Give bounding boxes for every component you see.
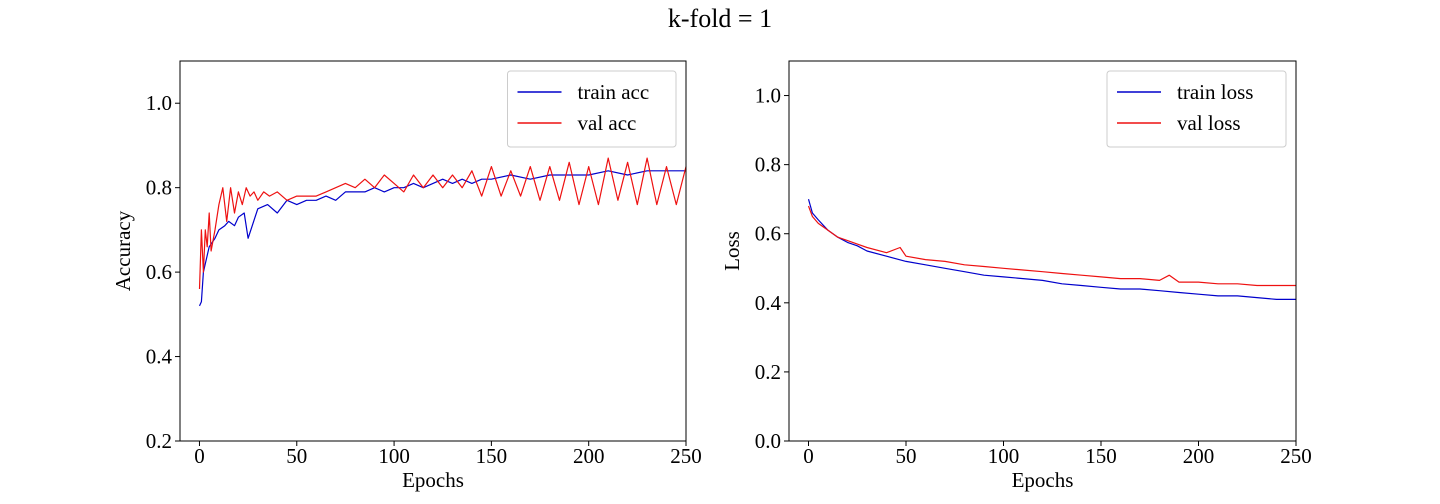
axes-frame <box>788 60 1297 442</box>
y-tick-label: 0.6 <box>755 222 781 246</box>
series-line-1 <box>198 157 687 290</box>
series-line-1 <box>807 205 1296 287</box>
y-tick-label: 0.2 <box>146 429 172 453</box>
series-line-0 <box>807 199 1296 300</box>
x-tick-label: 100 <box>988 444 1020 468</box>
legend-label: val acc <box>578 111 637 135</box>
axes-frame <box>179 60 687 442</box>
x-axis-label: Epochs <box>402 468 464 492</box>
y-tick-label: 0.2 <box>755 360 781 384</box>
x-tick-label: 250 <box>670 444 702 468</box>
y-tick-label: 1.0 <box>755 84 781 108</box>
y-tick-label: 0.0 <box>755 429 781 453</box>
y-tick-label: 0.8 <box>146 176 172 200</box>
legend-label: val loss <box>1177 111 1241 135</box>
x-tick-label: 150 <box>476 444 508 468</box>
x-tick-label: 0 <box>194 444 205 468</box>
legend: train loss val loss <box>1106 70 1287 148</box>
y-tick-label: 1.0 <box>146 91 172 115</box>
y-axis-label: Loss <box>720 231 744 271</box>
figure-title: k-fold = 1 <box>667 4 773 33</box>
x-tick-label: 150 <box>1085 444 1117 468</box>
y-tick-label: 0.6 <box>146 260 172 284</box>
legend-box <box>1106 70 1287 148</box>
x-tick-label: 200 <box>1183 444 1215 468</box>
x-tick-label: 100 <box>378 444 410 468</box>
x-tick-label: 50 <box>286 444 307 468</box>
legend-label: train loss <box>1177 80 1253 104</box>
x-tick-label: 50 <box>896 444 917 468</box>
y-tick-label: 0.4 <box>146 345 173 369</box>
y-axis-label: Accuracy <box>111 210 135 291</box>
legend: train acc val acc <box>507 70 677 148</box>
x-tick-label: 0 <box>803 444 814 468</box>
x-axis-label: Epochs <box>1012 468 1074 492</box>
x-tick-label: 250 <box>1280 444 1312 468</box>
legend-box <box>507 70 677 148</box>
y-tick-label: 0.8 <box>755 153 781 177</box>
legend-label: train acc <box>578 80 650 104</box>
y-tick-label: 0.4 <box>755 291 782 315</box>
x-tick-label: 200 <box>573 444 605 468</box>
